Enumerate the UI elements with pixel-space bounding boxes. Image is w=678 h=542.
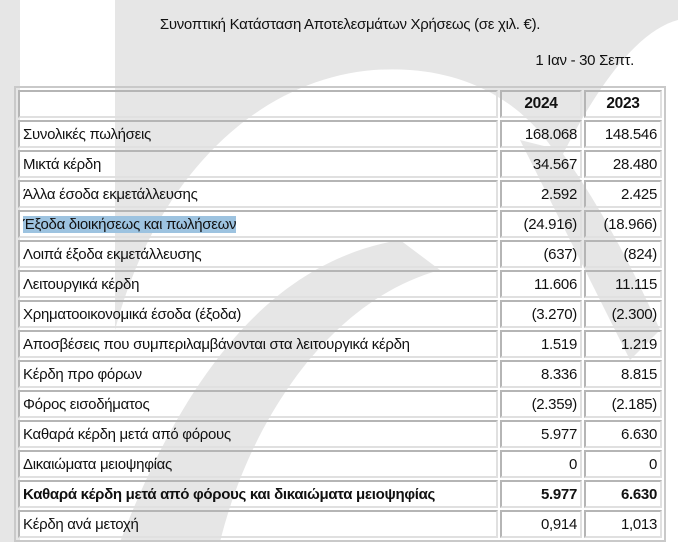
value-2024: 8.336 — [500, 360, 582, 388]
row-label: Μικτά κέρδη — [18, 150, 498, 178]
row-label: Δικαιώματα μειοψηφίας — [18, 450, 498, 478]
row-label: Φόρος εισοδήματος — [18, 390, 498, 418]
value-2023: (2.185) — [584, 390, 662, 418]
value-2024: 2.592 — [500, 180, 582, 208]
row-label: Λοιπά έξοδα εκμετάλλευσης — [18, 240, 498, 268]
value-2023: 6.630 — [584, 420, 662, 448]
row-label: Συνολικές πωλήσεις — [18, 120, 498, 148]
table-row: Φόρος εισοδήματος (2.359) (2.185) — [18, 390, 662, 418]
value-2024: 0,914 — [500, 510, 582, 538]
value-2024: (2.359) — [500, 390, 582, 418]
header-empty-cell — [18, 90, 498, 118]
row-label: Αποσβέσεις που συμπεριλαμβάνονται στα λε… — [18, 330, 498, 358]
row-label: Χρηματοοικονομικά έσοδα (έξοδα) — [18, 300, 498, 328]
row-label: Λειτουργικά κέρδη — [18, 270, 498, 298]
value-2024: 11.606 — [500, 270, 582, 298]
row-label: Άλλα έσοδα εκμετάλλευσης — [18, 180, 498, 208]
value-2023: 8.815 — [584, 360, 662, 388]
value-2024: 1.519 — [500, 330, 582, 358]
column-header-2023: 2023 — [584, 90, 662, 118]
table-row: Έξοδα διοικήσεως και πωλήσεων (24.916) (18… — [18, 210, 662, 238]
row-label: Κέρδη προ φόρων — [18, 360, 498, 388]
value-2024: (637) — [500, 240, 582, 268]
value-2023: 148.546 — [584, 120, 662, 148]
value-2023: 0 — [584, 450, 662, 478]
value-2023: (2.300) — [584, 300, 662, 328]
column-header-2024: 2024 — [500, 90, 582, 118]
income-statement-table: 2024 2023 Συνολικές πωλήσεις 168.068 148.5… — [14, 86, 666, 542]
value-2024: 0 — [500, 450, 582, 478]
value-2024: 34.567 — [500, 150, 582, 178]
table-row: Κέρδη ανά μετοχή 0,914 1,013 — [18, 510, 662, 538]
table-row: Συνολικές πωλήσεις 168.068 148.546 — [18, 120, 662, 148]
value-2023: 11.115 — [584, 270, 662, 298]
table-row: Άλλα έσοδα εκμετάλλευσης 2.592 2.425 — [18, 180, 662, 208]
row-label-cell: Έξοδα διοικήσεως και πωλήσεων — [18, 210, 498, 238]
value-2024: 5.977 — [500, 480, 582, 508]
row-label: Καθαρά κέρδη μετά από φόρους — [18, 420, 498, 448]
table-row: Αποσβέσεις που συμπεριλαμβάνονται στα λε… — [18, 330, 662, 358]
period-label: 1 Ιαν - 30 Σεπτ. — [535, 52, 634, 69]
statement-title: Συνοπτική Κατάσταση Αποτελεσμάτων Χρήσεω… — [159, 16, 541, 33]
value-2023: 2.425 — [584, 180, 662, 208]
value-2023: 1,013 — [584, 510, 662, 538]
value-2024: 5.977 — [500, 420, 582, 448]
table-row: Κέρδη προ φόρων 8.336 8.815 — [18, 360, 662, 388]
value-2024: 168.068 — [500, 120, 582, 148]
value-2023: (18.966) — [584, 210, 662, 238]
value-2024: (24.916) — [500, 210, 582, 238]
value-2023: 1.219 — [584, 330, 662, 358]
value-2023: 6.630 — [584, 480, 662, 508]
selected-text[interactable]: Έξοδα διοικήσεως και πωλήσεων — [23, 215, 237, 233]
row-label: Καθαρά κέρδη μετά από φόρους και δικαιώμ… — [18, 480, 498, 508]
table-row: Λοιπά έξοδα εκμετάλλευσης (637) (824) — [18, 240, 662, 268]
table-header-row: 2024 2023 — [18, 90, 662, 118]
table-row: Καθαρά κέρδη μετά από φόρους 5.977 6.630 — [18, 420, 662, 448]
row-label: Κέρδη ανά μετοχή — [18, 510, 498, 538]
value-2024: (3.270) — [500, 300, 582, 328]
table-row: Χρηματοοικονομικά έσοδα (έξοδα) (3.270) (2… — [18, 300, 662, 328]
value-2023: 28.480 — [584, 150, 662, 178]
table-row: Δικαιώματα μειοψηφίας 0 0 — [18, 450, 662, 478]
value-2023: (824) — [584, 240, 662, 268]
table-row: Μικτά κέρδη 34.567 28.480 — [18, 150, 662, 178]
table-row: Καθαρά κέρδη μετά από φόρους και δικαιώμ… — [18, 480, 662, 508]
table-row: Λειτουργικά κέρδη 11.606 11.115 — [18, 270, 662, 298]
